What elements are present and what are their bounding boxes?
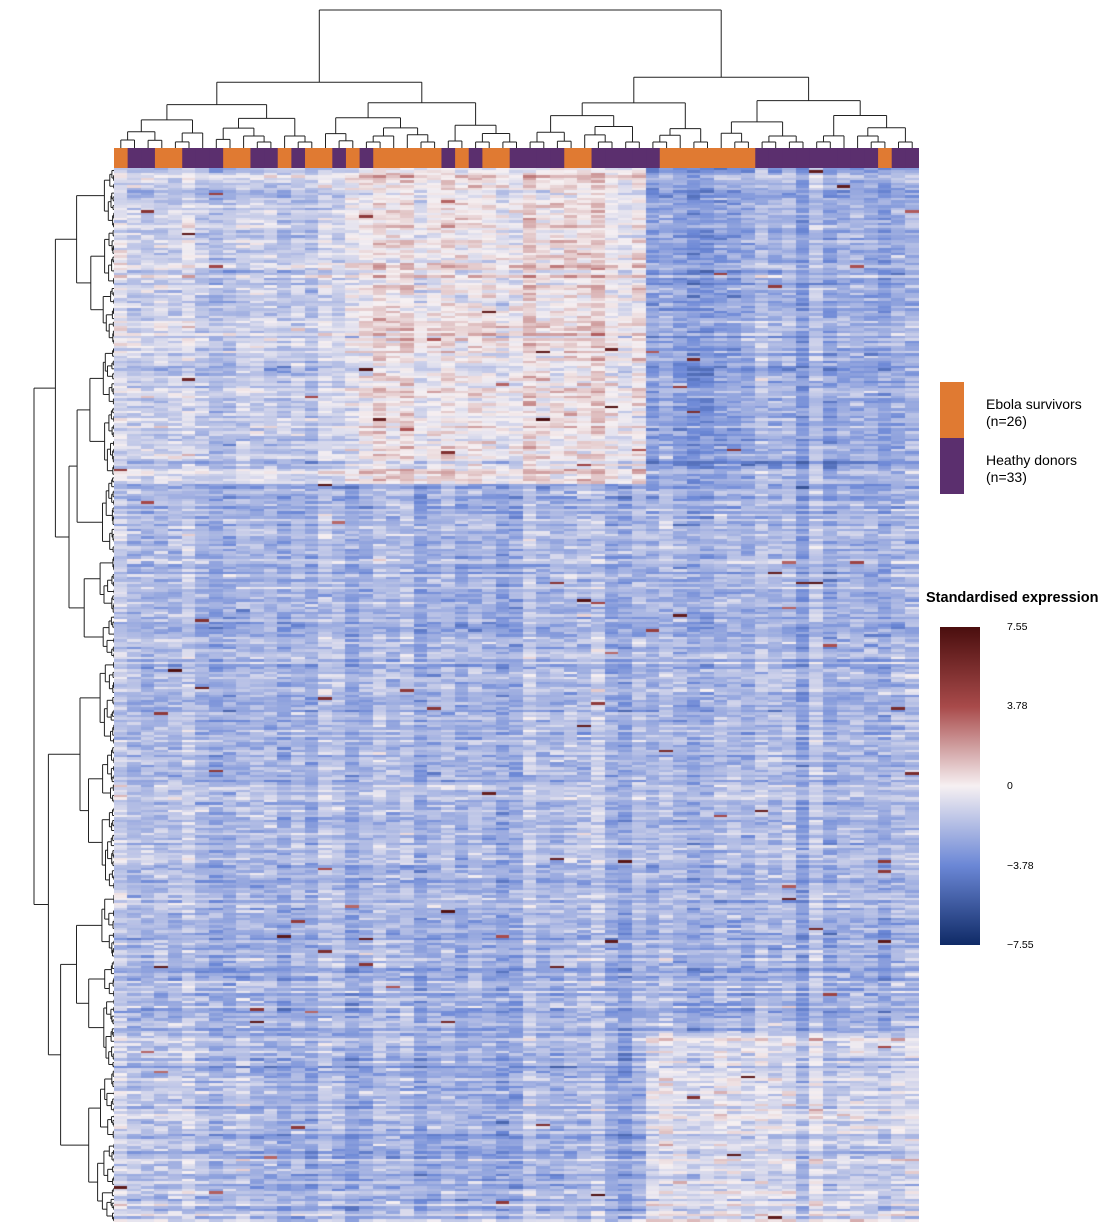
annotation-cell [114, 148, 129, 168]
annotation-cell [400, 148, 415, 168]
legend-swatch-ebola [940, 382, 964, 438]
annotation-cell [468, 148, 483, 168]
annotation-cell [809, 148, 824, 168]
annotation-cell [700, 148, 715, 168]
legend-item-ebola: Ebola survivors (n=26) [940, 382, 1110, 438]
colorbar-title: Standardised expression [926, 590, 1099, 606]
annotation-cell [414, 148, 429, 168]
annotation-cell [345, 148, 361, 168]
legend-item-healthy: Heathy donors (n=33) [940, 438, 1110, 494]
annotation-cell [687, 148, 702, 168]
annotation-cell [386, 148, 402, 168]
annotation-cell [373, 148, 388, 168]
annotation-cell [673, 148, 688, 168]
annotation-cell [727, 148, 743, 168]
group-legend: Ebola survivors (n=26) Heathy donors (n=… [940, 382, 1110, 494]
annotation-cell [305, 148, 320, 168]
annotation-cell [127, 148, 142, 168]
annotation-cell [768, 148, 784, 168]
annotation-cell [168, 148, 183, 168]
annotation-cell [523, 148, 538, 168]
annotation-cell [318, 148, 333, 168]
annotation-cell [632, 148, 647, 168]
legend-count-ebola: (n=26) [986, 413, 1027, 429]
annotation-cell [359, 148, 374, 168]
annotation-cell [850, 148, 865, 168]
annotation-cell [618, 148, 633, 168]
annotation-cell [195, 148, 210, 168]
row-dendrogram [33, 168, 116, 1222]
annotation-cell [141, 148, 156, 168]
annotation-cell [659, 148, 674, 168]
annotation-cell [591, 148, 606, 168]
column-dendrogram [120, 9, 913, 148]
annotation-cell [564, 148, 579, 168]
annotation-cell [277, 148, 292, 168]
annotation-cell [864, 148, 879, 168]
annotation-cell [878, 148, 893, 168]
column-annotation-bar [114, 148, 919, 168]
annotation-cell [223, 148, 238, 168]
annotation-cell [154, 148, 170, 168]
annotation-cell [823, 148, 838, 168]
annotation-cell [332, 148, 347, 168]
annotation-cell [264, 148, 279, 168]
annotation-cell [441, 148, 456, 168]
annotation-cell [755, 148, 770, 168]
annotation-cell [182, 148, 197, 168]
legend-label-healthy: Heathy donors [986, 452, 1078, 468]
annotation-cell [209, 148, 224, 168]
annotation-cell [796, 148, 811, 168]
annotation-cell [482, 148, 497, 168]
annotation-cell [250, 148, 265, 168]
annotation-cell [536, 148, 552, 168]
colorbar-tick-label: 7.55 [1007, 621, 1028, 633]
annotation-cell [714, 148, 729, 168]
annotation-cell [455, 148, 470, 168]
annotation-cell [496, 148, 511, 168]
annotation-cell [741, 148, 756, 168]
annotation-cell [577, 148, 593, 168]
annotation-cell [427, 148, 442, 168]
colorbar [940, 627, 980, 945]
annotation-cell [905, 148, 919, 168]
annotation-cell [550, 148, 565, 168]
annotation-cell [236, 148, 251, 168]
annotation-cell [605, 148, 620, 168]
colorbar-tick-label: −3.78 [1007, 860, 1034, 872]
colorbar-tick-label: 0 [1007, 780, 1013, 792]
legend-label-ebola: Ebola survivors [986, 396, 1082, 412]
annotation-cell [837, 148, 852, 168]
annotation-cell [891, 148, 906, 168]
heatmap-matrix [114, 168, 919, 1222]
annotation-cell [646, 148, 661, 168]
legend-swatch-healthy [940, 438, 964, 494]
legend-count-healthy: (n=33) [986, 469, 1027, 485]
annotation-cell [782, 148, 797, 168]
annotation-cell [291, 148, 306, 168]
annotation-cell [509, 148, 524, 168]
colorbar-tick-label: 3.78 [1007, 700, 1028, 712]
colorbar-tick-label: −7.55 [1007, 939, 1034, 951]
